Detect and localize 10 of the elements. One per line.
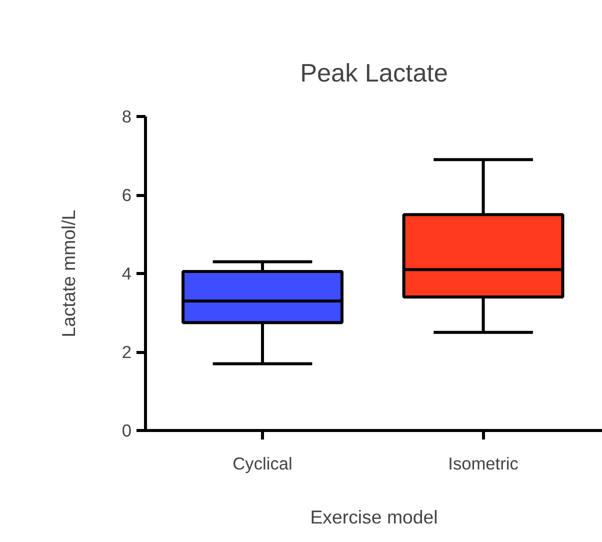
x-tick-label: Cyclical	[232, 454, 292, 474]
y-axis-title: Lactate mmol/L	[58, 210, 79, 338]
y-tick-label: 4	[122, 264, 132, 284]
x-tick-label: Isometric	[448, 454, 519, 474]
y-tick-label: 6	[122, 185, 132, 205]
y-tick-label: 8	[122, 106, 132, 126]
chart-title: Peak Lactate	[300, 60, 448, 88]
y-tick-label: 2	[122, 342, 132, 362]
x-axis-title: Exercise model	[310, 506, 438, 528]
y-tick-label: 0	[122, 420, 132, 440]
